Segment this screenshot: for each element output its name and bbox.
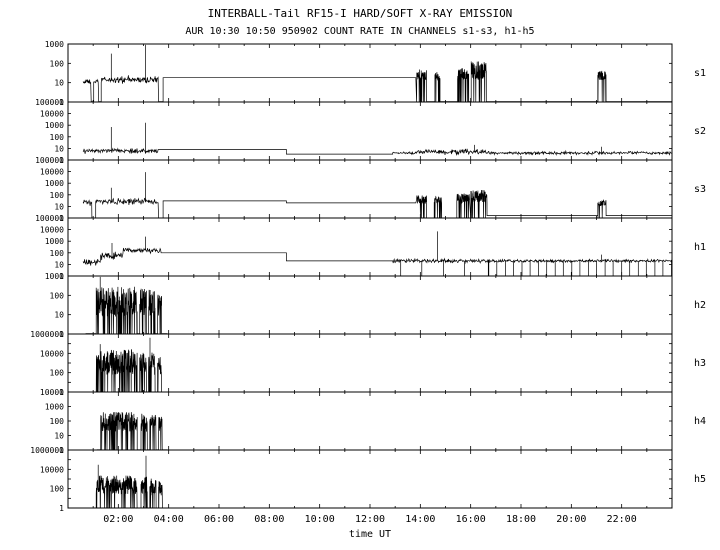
y-tick-label: 1 [59,214,64,223]
panel-frame-s2 [67,101,673,161]
panel-s3: 100000 10000 1000 100 10 1 s3 [35,156,706,223]
x-tick-label: 06:00 [204,514,234,525]
channel-label-h4: h4 [694,416,706,427]
x-tick-label: 18:00 [506,514,536,525]
channel-trace-s1 [82,44,672,103]
y-tick-label: 1000 [45,40,64,49]
y-tick-label: 100 [50,369,65,378]
y-tick-label: 100 [50,59,65,68]
channel-trace-h2 [85,276,168,335]
channel-trace-h3 [85,337,168,393]
channel-label-s2: s2 [694,126,706,137]
x-tick-label: 12:00 [355,514,385,525]
x-tick-label: 14:00 [405,514,435,525]
panel-h1: 100000 10000 1000 100 10 1 h1 [35,214,706,281]
y-tick-label: 10000 [40,465,64,474]
panel-h3: 1000000 10000 100 1 h3 [30,330,706,397]
y-tick-label: 10 [54,79,64,88]
panel-s1: 1000 100 10 1 s1 [45,40,706,107]
y-tick-label: 10000 [40,349,64,358]
y-tick-label: 1000000 [30,330,64,339]
y-tick-label: 100 [50,291,65,300]
channel-trace-h5 [85,455,168,509]
y-tick-label: 100 [50,191,65,200]
y-tick-label: 1 [59,446,64,455]
panel-s2: 100000 10000 1000 100 10 1 s2 [35,98,706,165]
x-tick-label: 08:00 [254,514,284,525]
channel-trace-h4 [96,411,168,451]
x-axis-title: time UT [349,529,391,540]
channel-trace-h1 [82,231,672,276]
panel-h2: 1000 100 10 1 h2 [45,272,706,339]
channel-label-h5: h5 [694,474,706,485]
channel-label-h1: h1 [694,242,706,253]
y-tick-label: 100 [50,417,65,426]
y-tick-label: 100 [50,133,65,142]
channel-label-h3: h3 [694,358,706,369]
y-tick-label: 1 [59,330,64,339]
y-tick-label: 10 [54,311,64,320]
x-tick-label: 04:00 [154,514,184,525]
panel-h5: 1000000 10000 100 1 h5 [30,446,706,513]
channel-trace-s3 [82,172,672,219]
y-tick-label: 10000 [40,388,64,397]
y-tick-label: 1000 [45,121,64,130]
y-tick-label: 100 [50,485,65,494]
y-tick-label: 100000 [35,98,64,107]
x-tick-label: 22:00 [607,514,637,525]
channel-label-s3: s3 [694,184,706,195]
y-tick-label: 10000 [40,110,64,119]
y-tick-label: 100000 [35,156,64,165]
y-tick-label: 10000 [40,226,64,235]
y-tick-label: 100 [50,249,65,258]
y-tick-label: 1 [59,98,64,107]
x-tick-label: 20:00 [556,514,586,525]
channel-label-s1: s1 [694,68,706,79]
x-tick-label: 10:00 [305,514,335,525]
y-tick-label: 10 [54,144,64,153]
y-tick-label: 1000 [45,272,64,281]
y-tick-label: 1 [59,272,64,281]
channel-trace-s2 [82,122,672,156]
channel-label-h2: h2 [694,300,706,311]
y-tick-label: 1000 [45,403,64,412]
y-tick-label: 1000 [45,237,64,246]
panel-h4: 10000 1000 100 10 1 h4 [40,388,706,455]
y-tick-label: 1 [59,156,64,165]
y-tick-label: 10000 [40,168,64,177]
y-tick-label: 10 [54,260,64,269]
x-tick-label: 16:00 [456,514,486,525]
y-tick-label: 1000000 [30,446,64,455]
y-tick-label: 1 [59,504,64,513]
chart-panels: 1000100101s1100000100001000100101s210000… [30,40,706,525]
y-tick-label: 1 [59,388,64,397]
chart-subtitle: AUR 10:30 10:50 950902 COUNT RATE IN CHA… [185,26,534,37]
chart-title: INTERBALL-Tail RF15-I HARD/SOFT X-RAY EM… [208,7,513,20]
x-tick-label: 02:00 [103,514,133,525]
y-tick-label: 10 [54,202,64,211]
y-tick-label: 1000 [45,179,64,188]
y-tick-label: 100000 [35,214,64,223]
panel-frame-h1 [67,217,673,277]
y-tick-label: 10 [54,432,64,441]
